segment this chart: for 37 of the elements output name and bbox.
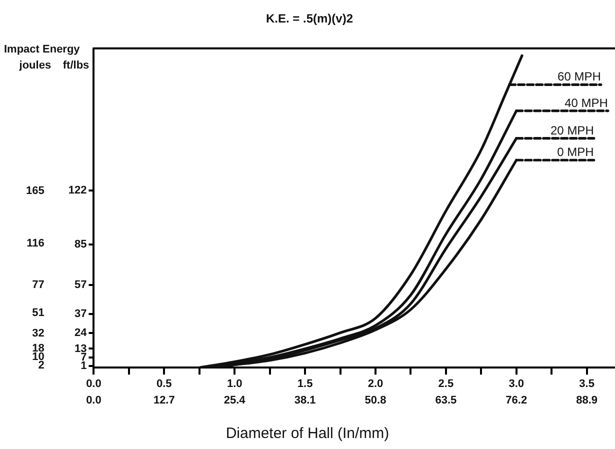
y-axis-title: ft/lbs [62,59,90,72]
x-tick-label: 1.5 [297,378,313,390]
y2-axis-title: joules [18,59,52,72]
series-label: 0 MPH [557,145,594,160]
y2-tick-label: 165 [26,184,44,197]
y-tick-label: 24 [74,326,88,339]
x2-tick-label: 38.1 [294,394,316,406]
x-axis-title: Diameter of Hall (In/mm) [224,425,390,442]
y-tick-label: 37 [74,308,87,320]
x2-tick-label: 12.7 [153,394,175,406]
x-tick-label: 2.0 [368,378,384,390]
y-tick-label: 57 [74,278,87,291]
y2-tick-label: 77 [32,279,44,292]
y2-tick-label: 32 [32,327,44,340]
x2-tick-label: 88.9 [576,394,598,406]
x-tick-label: 2.5 [438,378,454,390]
x2-tick-label: 0.0 [86,394,102,406]
x2-tick-label: 25.4 [224,394,246,406]
text: Impact Energy [4,43,81,56]
series-label: 60 MPH [558,70,601,84]
series-label: 40 MPH [564,96,608,110]
x2-tick-label: 50.8 [364,394,386,406]
y2-tick-label: 2 [38,359,44,372]
x-tick-label: 3.0 [508,378,524,390]
y2-tick-label: 116 [26,237,44,250]
x-tick-label: 0.0 [86,378,102,390]
x-tick-label: 1.0 [226,378,242,390]
x-tick-label: 0.5 [156,378,172,390]
y-tick-label: 85 [74,238,87,250]
y-tick-label: 1 [80,360,87,372]
x2-tick-label: 76.2 [506,394,528,406]
y-tick-label: 122 [68,184,87,197]
chart-title: K.E. = .5(m)(v)2 [266,12,354,26]
x2-tick-label: 63.5 [435,394,457,406]
y2-tick-label: 51 [32,307,44,320]
series-label: 20 MPH [550,123,594,138]
x-tick-label: 3.5 [579,378,594,390]
